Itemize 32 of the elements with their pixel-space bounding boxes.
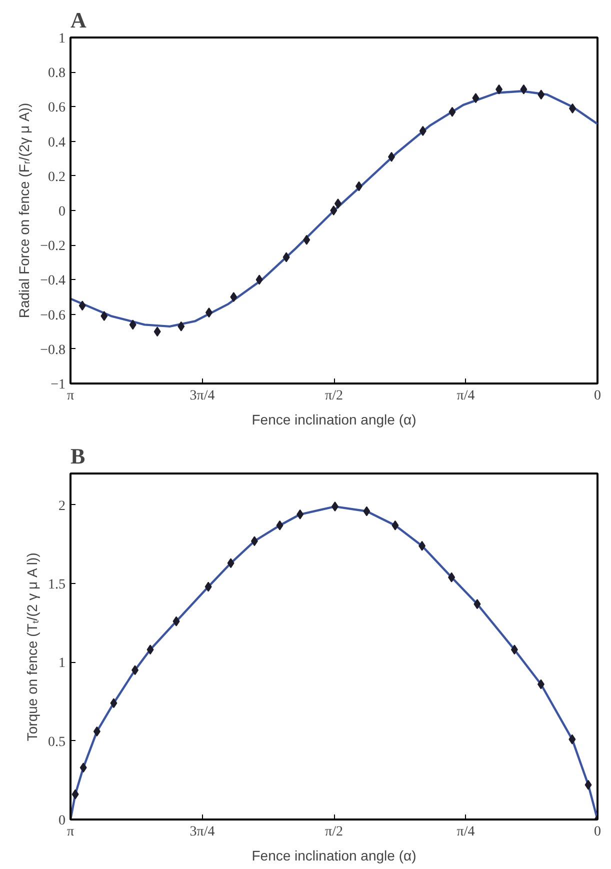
y-tick-label: 0.2 [48, 170, 66, 185]
y-tick-label: 0.8 [48, 66, 66, 82]
x-tick-label: π/2 [325, 824, 343, 840]
y-tick-label: 1 [58, 32, 66, 46]
y-tick-label: 0.4 [48, 135, 66, 150]
x-tick-label: 3π/4 [190, 824, 215, 840]
y-tick-label: 0 [58, 814, 66, 828]
y-tick-label: 0.5 [48, 734, 66, 750]
x-tick-label: π [66, 824, 74, 840]
y-tick-label: −1 [50, 378, 66, 392]
x-tick-label: 0 [594, 388, 601, 404]
y-tick-label: −0.4 [40, 274, 66, 289]
y-tick-label: 0 [58, 204, 66, 220]
x-tick-label: π/2 [325, 388, 343, 404]
x-tick-label: 3π/4 [190, 388, 215, 404]
chart-title: A [70, 8, 86, 32]
y-tick-label: 2 [58, 498, 66, 514]
y-tick-label: 1 [58, 656, 66, 672]
x-tick-label: π/4 [456, 388, 475, 404]
chart-title: B [70, 444, 86, 468]
x-axis-title: Fence inclination angle (α) [252, 848, 416, 864]
x-axis-title: Fence inclination angle (α) [252, 412, 416, 428]
y-tick-label: −0.6 [40, 308, 66, 324]
y-tick-label: 0.6 [48, 100, 66, 116]
x-tick-label: π [66, 388, 74, 404]
y-axis-title: Torque on fence (Tₜ/(2 γ μ A l)) [24, 552, 40, 742]
x-tick-label: 0 [594, 824, 601, 840]
y-tick-label: −0.2 [40, 239, 66, 254]
x-tick-label: π/4 [456, 824, 475, 840]
y-axis-title: Radial Force on fence (Fᵣ/(2γ μ A)) [16, 102, 32, 318]
y-tick-label: −0.8 [40, 342, 66, 358]
y-tick-label: 1.5 [48, 578, 66, 593]
